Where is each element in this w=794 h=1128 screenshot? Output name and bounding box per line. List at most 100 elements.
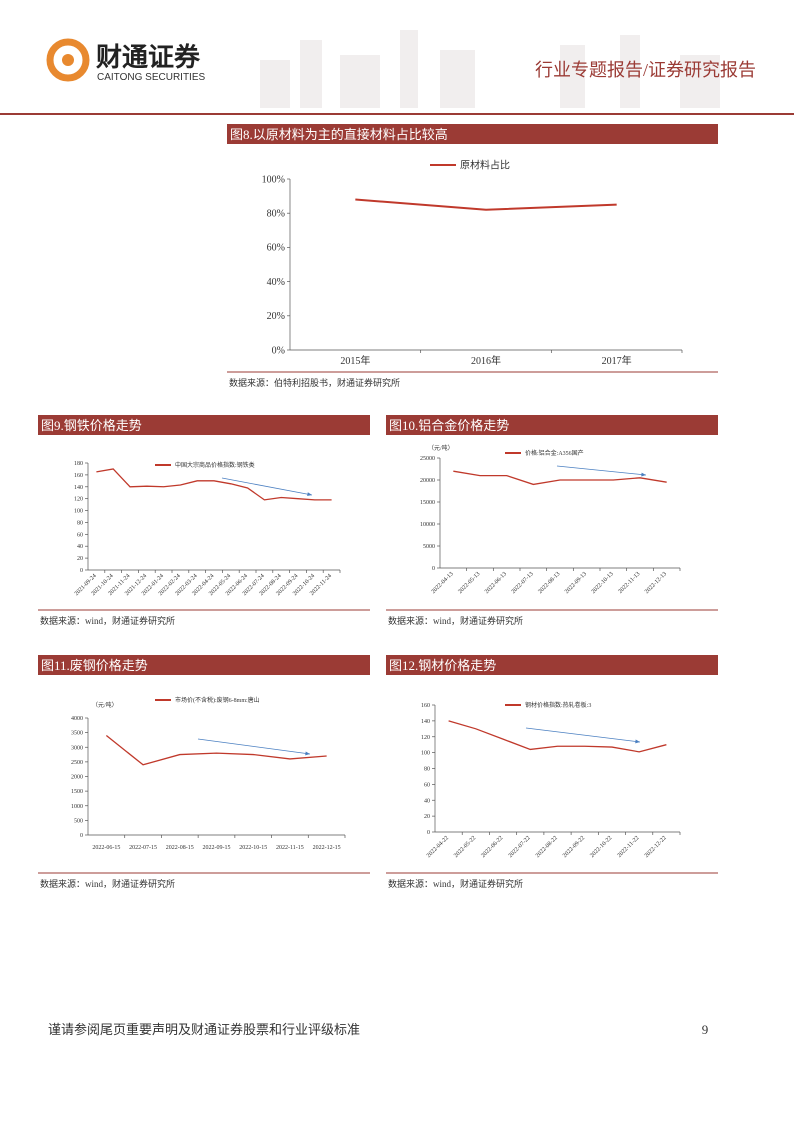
y-tick-label: 140 bbox=[74, 485, 83, 491]
figure-title-bar bbox=[386, 415, 718, 435]
skyline bbox=[260, 30, 720, 108]
trend-arrow bbox=[556, 465, 647, 476]
y-tick-label: 100 bbox=[421, 751, 430, 757]
series-line bbox=[96, 468, 332, 501]
x-tick-label: 2016年 bbox=[471, 354, 501, 367]
trend-arrow-head bbox=[305, 751, 310, 756]
y-tick-label: 15000 bbox=[420, 500, 435, 506]
figure-source: 数据来源：wind，财通证券研究所 bbox=[388, 878, 523, 889]
y-tick-label: 180 bbox=[74, 461, 83, 467]
y-tick-label: 80 bbox=[424, 767, 430, 773]
x-tick-label: 2022-08-15 bbox=[166, 845, 194, 851]
y-tick-label: 25000 bbox=[420, 456, 435, 462]
x-tick-label: 2022-11-13 bbox=[618, 571, 642, 595]
y-tick-label: 160 bbox=[421, 703, 430, 709]
report-type: 行业专题报告/证券研究报告 bbox=[535, 60, 756, 80]
y-tick-label: 0 bbox=[427, 830, 430, 836]
x-tick-label: 2022-10-13 bbox=[591, 571, 615, 595]
legend-label: 钢材价格指数:热轧卷板:3 bbox=[525, 701, 591, 709]
figure-source: 数据来源：wind，财通证券研究所 bbox=[388, 615, 523, 626]
trend-arrow-head bbox=[307, 492, 312, 497]
x-tick-label: 2022-07-13 bbox=[511, 571, 535, 595]
x-tick-label: 2022-06-13 bbox=[484, 571, 508, 595]
y-tick-label: 0 bbox=[80, 568, 83, 574]
logo bbox=[46, 38, 90, 82]
x-tick-label: 2022-10-22 bbox=[589, 835, 613, 859]
y-tick-label: 1000 bbox=[71, 804, 83, 810]
y-tick-label: 2000 bbox=[71, 775, 83, 781]
y-tick-label: 2500 bbox=[71, 760, 83, 766]
figure-title-bar bbox=[38, 415, 370, 435]
figure-title: 图8.以原材料为主的直接材料占比较高 bbox=[230, 127, 448, 142]
trend-arrow bbox=[197, 738, 311, 755]
figure-source: 数据来源：wind，财通证券研究所 bbox=[40, 615, 175, 626]
legend-label: 原材料占比 bbox=[460, 158, 510, 171]
legend-label: 中国大宗商品价格指数:钢铁类 bbox=[175, 461, 255, 469]
x-tick-label: 2022-07-22 bbox=[508, 835, 532, 859]
y-tick-label: 120 bbox=[74, 497, 83, 503]
x-tick-label: 2022-09-15 bbox=[203, 845, 231, 851]
x-tick-label: 2022-11-15 bbox=[276, 845, 304, 851]
x-tick-label: 2022-09-22 bbox=[562, 835, 586, 859]
y-tick-label: 4000 bbox=[71, 716, 83, 722]
x-tick-label: 2022-12-13 bbox=[644, 571, 668, 595]
y-tick-label: 40 bbox=[424, 798, 430, 804]
y-tick-label: 60 bbox=[77, 532, 83, 538]
y-tick-label: 5000 bbox=[423, 544, 435, 550]
x-tick-label: 2022-06-22 bbox=[480, 835, 504, 859]
x-tick-label: 2022-08-22 bbox=[535, 835, 559, 859]
trend-arrow-head bbox=[635, 739, 640, 744]
figure-title: 图11.废钢价格走势 bbox=[41, 658, 148, 673]
y-tick-label: 40 bbox=[77, 544, 83, 550]
figure-source: 数据来源：伯特利招股书，财通证券研究所 bbox=[229, 377, 400, 388]
x-tick-label: 2015年 bbox=[340, 354, 370, 367]
x-tick-label: 2022-05-22 bbox=[453, 835, 477, 859]
x-tick-label: 2022-12-22 bbox=[644, 835, 668, 859]
trend-arrow-head bbox=[641, 472, 646, 477]
figure-title-bar bbox=[38, 655, 370, 675]
y-tick-label: 3000 bbox=[71, 745, 83, 751]
y-tick-label: 1500 bbox=[71, 789, 83, 795]
y-tick-label: 20 bbox=[77, 556, 83, 562]
series-line bbox=[105, 735, 327, 766]
x-tick-label: 2022-06-15 bbox=[92, 845, 120, 851]
figure-title: 图9.钢铁价格走势 bbox=[41, 418, 142, 433]
figure-title: 图10.铝合金价格走势 bbox=[389, 418, 509, 433]
x-tick-label: 2022-04-13 bbox=[431, 571, 455, 595]
y-tick-label: 80 bbox=[77, 520, 83, 526]
figure-title: 图12.钢材价格走势 bbox=[389, 658, 496, 673]
brand-en: CAITONG SECURITIES bbox=[97, 72, 205, 83]
unit-label: （元/吨） bbox=[428, 444, 454, 452]
legend-label: 价格:铝合金:A356国产 bbox=[525, 449, 584, 457]
y-tick-label: 20% bbox=[267, 311, 285, 322]
x-tick-label: 2017年 bbox=[602, 354, 632, 367]
y-tick-label: 160 bbox=[74, 473, 83, 479]
series-line bbox=[453, 470, 667, 486]
y-tick-label: 60 bbox=[424, 782, 430, 788]
x-tick-label: 2022-07-15 bbox=[129, 845, 157, 851]
y-tick-label: 120 bbox=[421, 735, 430, 741]
y-tick-label: 20000 bbox=[420, 478, 435, 484]
y-tick-label: 140 bbox=[421, 719, 430, 725]
unit-label: （元/吨） bbox=[92, 701, 118, 709]
figure-source: 数据来源：wind，财通证券研究所 bbox=[40, 878, 175, 889]
x-tick-label: 2022-09-13 bbox=[564, 571, 588, 595]
x-tick-label: 2022-12-15 bbox=[313, 845, 341, 851]
y-tick-label: 40% bbox=[267, 277, 285, 288]
trend-arrow bbox=[221, 477, 313, 496]
y-tick-label: 0% bbox=[272, 345, 285, 356]
y-tick-label: 0 bbox=[80, 833, 83, 839]
figure-title-bar bbox=[227, 124, 718, 144]
x-tick-label: 2022-05-13 bbox=[457, 571, 481, 595]
y-tick-label: 60% bbox=[267, 243, 285, 254]
y-tick-label: 20 bbox=[424, 814, 430, 820]
y-tick-label: 100% bbox=[262, 174, 285, 185]
trend-arrow bbox=[525, 727, 641, 743]
series-line bbox=[355, 198, 617, 211]
x-tick-label: 2022-10-15 bbox=[239, 845, 267, 851]
series-line bbox=[448, 720, 667, 753]
y-tick-label: 10000 bbox=[420, 522, 435, 528]
x-tick-label: 2022-11-22 bbox=[617, 835, 641, 859]
brand: 财通证券 bbox=[96, 43, 201, 72]
